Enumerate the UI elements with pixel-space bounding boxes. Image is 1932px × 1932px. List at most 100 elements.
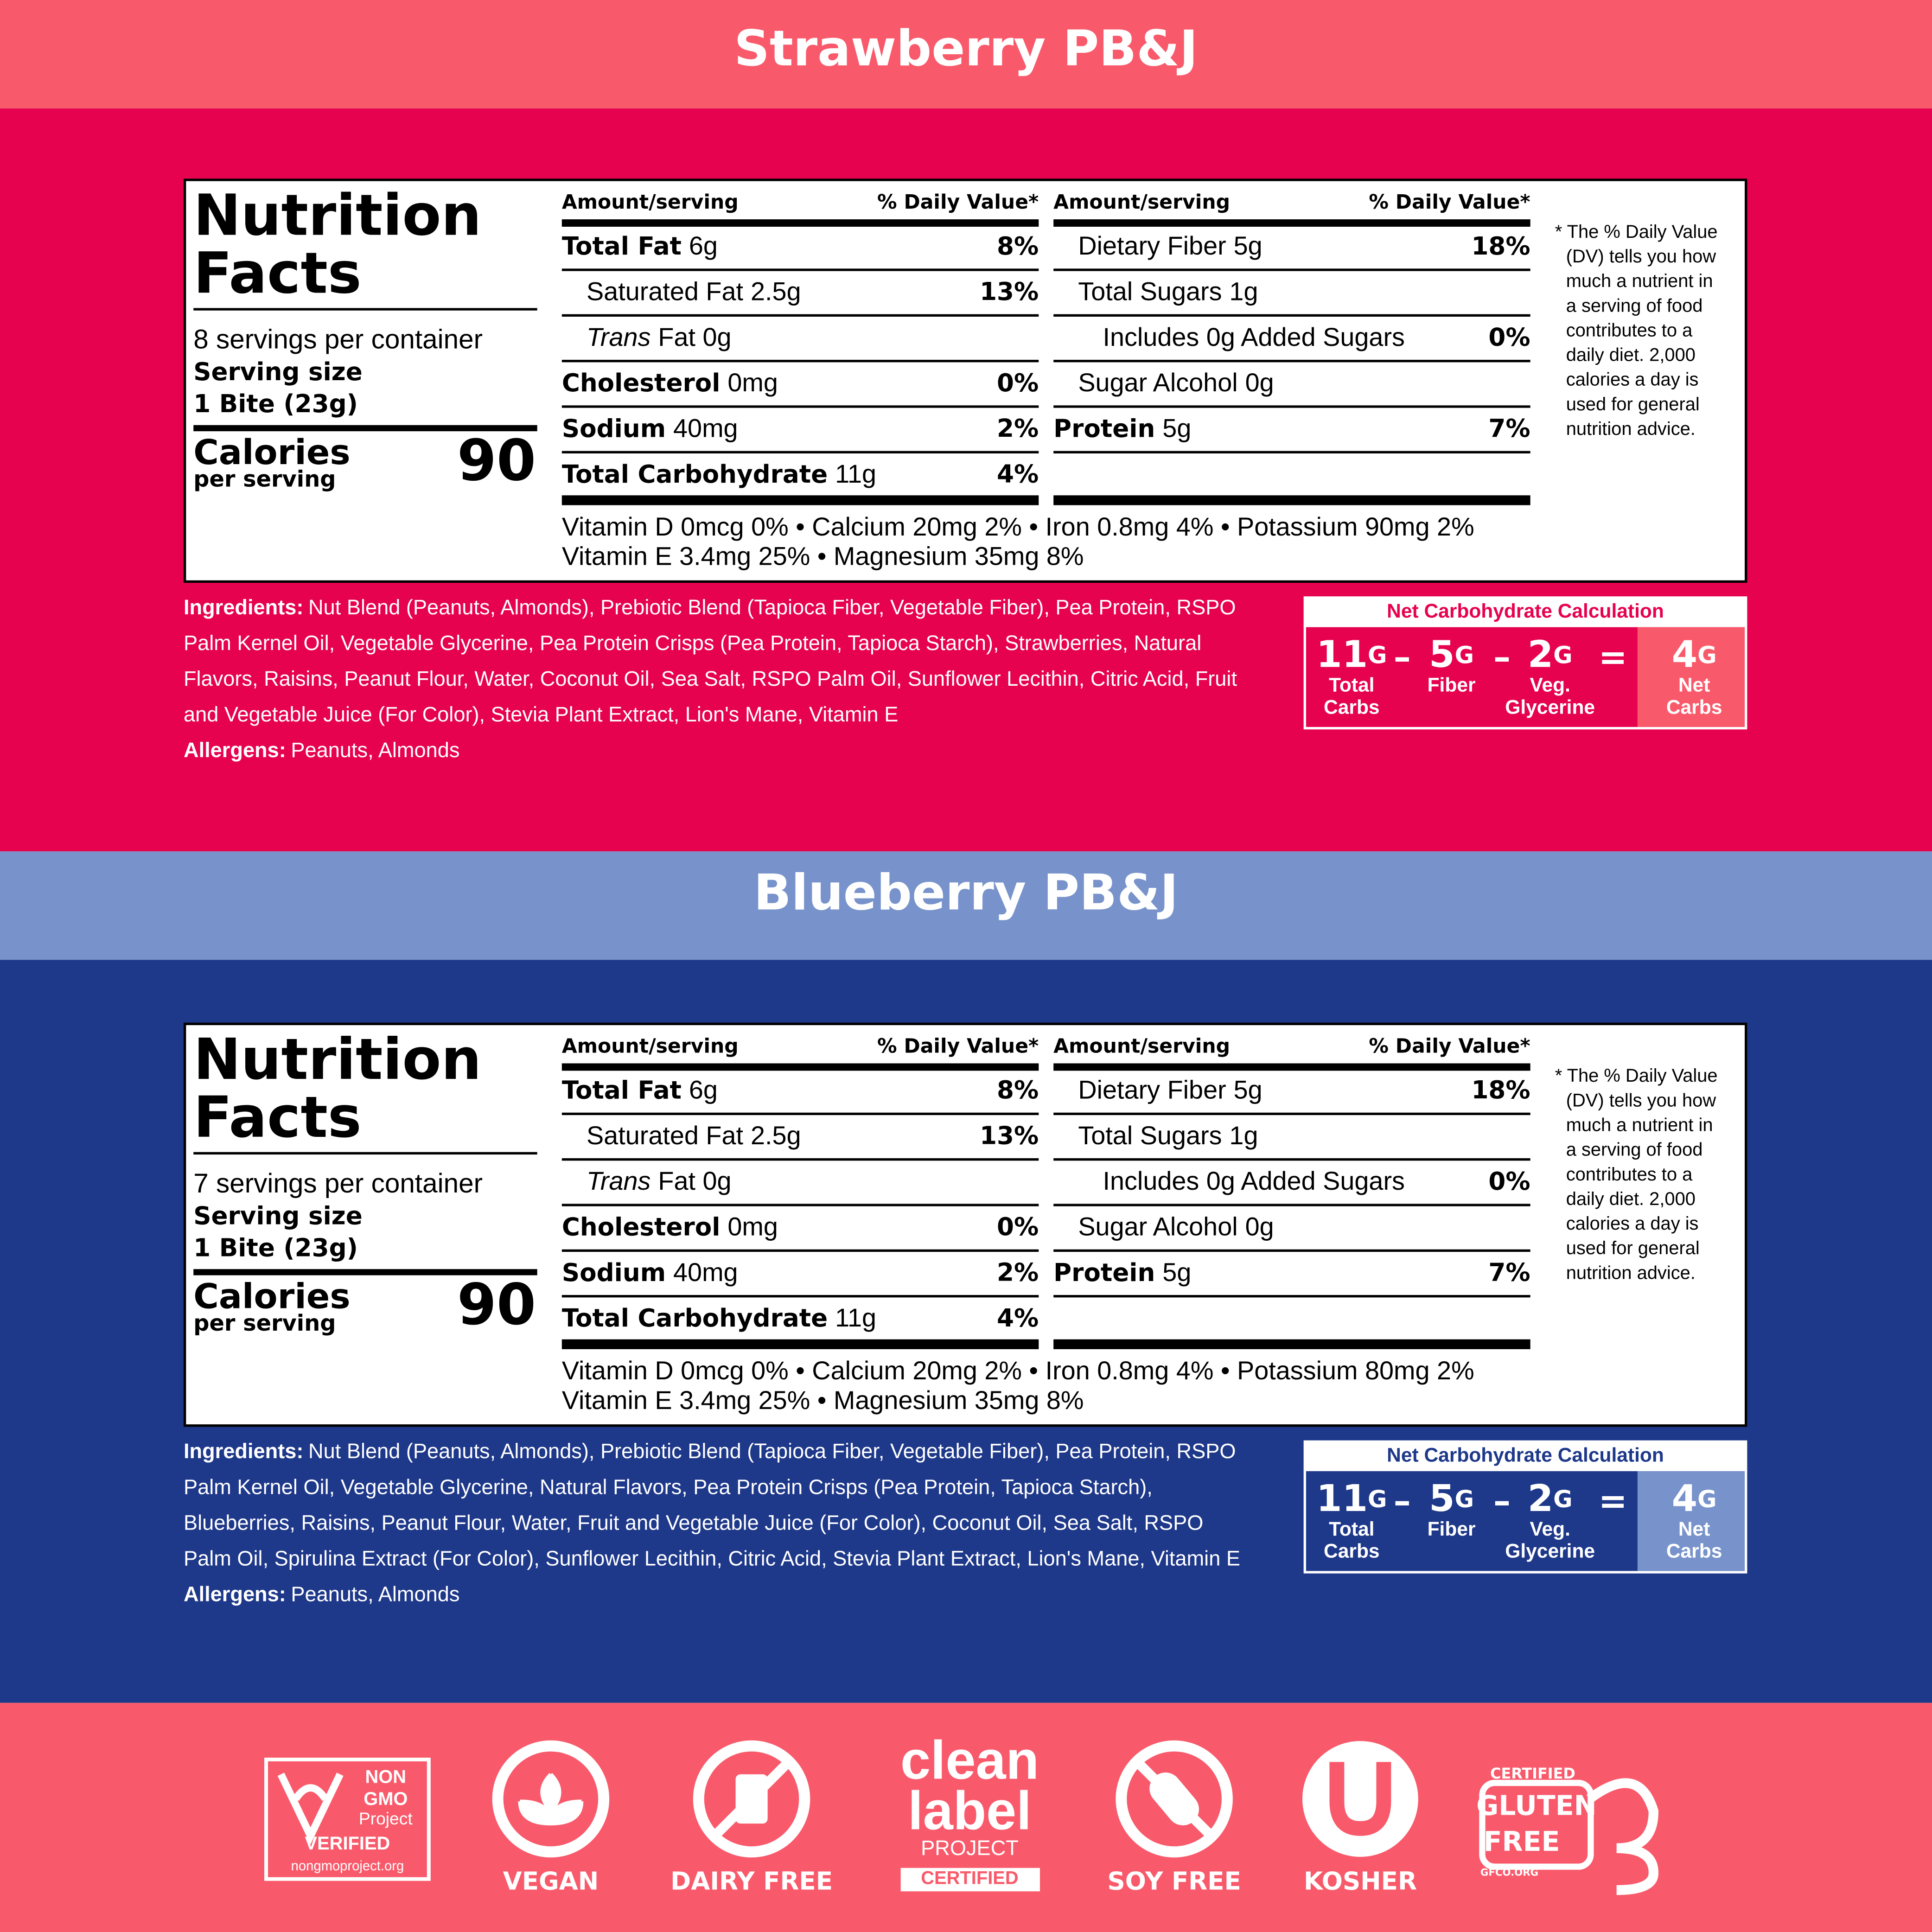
net-carb-value: 11G bbox=[1316, 1477, 1387, 1520]
net-carb-number: 11 bbox=[1316, 632, 1368, 676]
net-carb-number: 2 bbox=[1528, 1477, 1553, 1520]
nutrient-dv: 0% bbox=[1488, 323, 1530, 351]
nutrient-dv: 7% bbox=[1488, 1258, 1530, 1287]
rule-thick bbox=[1053, 1339, 1530, 1349]
nutrient-amount: 11g bbox=[835, 1303, 876, 1332]
non-gmo-icon bbox=[277, 1773, 344, 1845]
nutrient-name: Total Sugars bbox=[1078, 1121, 1222, 1150]
badge-label: VEGAN bbox=[503, 1867, 599, 1895]
nutrient-row: Sodium 40mg bbox=[562, 413, 738, 443]
net-carb-unit: G bbox=[1368, 1485, 1387, 1512]
footnote: daily diet. 2,000 bbox=[1566, 1189, 1696, 1209]
nutrient-dv: 13% bbox=[980, 277, 1039, 306]
rule bbox=[561, 268, 1039, 271]
nutrient-amount: 2.5g bbox=[751, 1121, 801, 1150]
net-carb-operator: – bbox=[1493, 637, 1511, 677]
rule-thick bbox=[561, 495, 1039, 505]
rule-thick bbox=[193, 425, 537, 432]
rule-thick bbox=[1053, 495, 1530, 505]
net-carb-value: 11G bbox=[1316, 632, 1387, 676]
nutrient-dv: 0% bbox=[997, 369, 1039, 397]
badge-label: KOSHER bbox=[1304, 1867, 1417, 1895]
nutrient-amount: 11g bbox=[835, 459, 876, 488]
nutrient-name: Cholesterol bbox=[562, 1212, 721, 1241]
gluten-free-text: FREE bbox=[1484, 1826, 1560, 1857]
non-gmo-text: NON bbox=[365, 1766, 407, 1787]
net-carb-operator: – bbox=[1394, 1481, 1411, 1521]
label-title: Nutrition bbox=[193, 183, 481, 249]
net-carb-number: 4 bbox=[1672, 632, 1697, 676]
footnote: used for general bbox=[1566, 394, 1700, 414]
ingredients: Flavors, Raisins, Peanut Flour, Water, C… bbox=[184, 667, 1237, 690]
vitamins: Vitamin E 3.4mg 25% • Magnesium 35mg 8% bbox=[562, 1385, 1084, 1415]
gluten-free-text: GLUTEN bbox=[1476, 1790, 1596, 1822]
net-carb-label: Carbs bbox=[1666, 1541, 1722, 1562]
soy-free-icon bbox=[1116, 1740, 1233, 1858]
ingredients-text: and Vegetable Juice (For Color), Stevia … bbox=[184, 702, 898, 726]
allergens: Allergens: Peanuts, Almonds bbox=[184, 1582, 459, 1606]
net-carb-operator: = bbox=[1599, 1481, 1627, 1521]
nutrient-amount: 40mg bbox=[673, 1257, 738, 1287]
nutrient-dv: 18% bbox=[1471, 232, 1530, 261]
allergens: Allergens: Peanuts, Almonds bbox=[184, 738, 459, 762]
net-carb-number: 5 bbox=[1429, 1477, 1454, 1520]
net-carb-label: Glycerine bbox=[1505, 696, 1595, 718]
footnote: calories a day is bbox=[1566, 370, 1699, 390]
footnote: used for general bbox=[1566, 1238, 1700, 1258]
nutrient-amount: 5g bbox=[1234, 1075, 1262, 1104]
label-title: Facts bbox=[193, 241, 361, 306]
nutrient-amount: 0g bbox=[1245, 368, 1274, 397]
servings: 7 servings per container bbox=[193, 1168, 483, 1199]
serving-size-label: Serving size bbox=[193, 1201, 363, 1230]
clean-label-text: PROJECT bbox=[921, 1836, 1019, 1860]
rule bbox=[561, 451, 1039, 453]
non-gmo-frame bbox=[264, 1757, 431, 1881]
serving-size-label: Serving size bbox=[193, 357, 363, 386]
nutrient-row: Sugar Alcohol 0g bbox=[1078, 368, 1274, 397]
footnote: (DV) tells you how bbox=[1566, 246, 1716, 267]
rule bbox=[1053, 451, 1530, 453]
section-header-band bbox=[0, 0, 1932, 108]
net-carb-number: 5 bbox=[1429, 632, 1454, 676]
nutrient-row: Total Carbohydrate 11g bbox=[562, 1303, 876, 1333]
column-header-dv: % Daily Value* bbox=[877, 1035, 1039, 1058]
nutrient-row: Protein 5g bbox=[1053, 1257, 1191, 1287]
footnote: calories a day is bbox=[1566, 1213, 1699, 1234]
rule bbox=[1053, 405, 1530, 408]
nutrient-dv: 0% bbox=[1488, 1167, 1530, 1196]
column-header-dv: % Daily Value* bbox=[1369, 1035, 1530, 1058]
net-carb-title-bar bbox=[1303, 1440, 1747, 1470]
gluten-frame bbox=[1479, 1779, 1594, 1870]
rule bbox=[561, 359, 1039, 363]
vegan-icon bbox=[492, 1740, 610, 1858]
badge-label: DAIRY FREE bbox=[670, 1867, 833, 1895]
footnote: nutrition advice. bbox=[1566, 1262, 1696, 1283]
nutrient-name: Protein bbox=[1053, 1258, 1155, 1287]
ingredients-label: Ingredients: bbox=[184, 1439, 303, 1463]
nutrient-row: Total Sugars 1g bbox=[1078, 276, 1258, 306]
net-carb-label: Total bbox=[1329, 1518, 1374, 1540]
serving-size: 1 Bite (23g) bbox=[193, 1233, 358, 1262]
non-gmo-text: GMO bbox=[363, 1789, 408, 1809]
nutrient-dv: 13% bbox=[980, 1122, 1039, 1150]
rule-thick bbox=[561, 1063, 1039, 1071]
net-carb-label: Net bbox=[1678, 674, 1710, 696]
nutrient-dv: 2% bbox=[997, 1258, 1039, 1287]
vitamins: Vitamin E 3.4mg 25% • Magnesium 35mg 8% bbox=[562, 542, 1084, 571]
clean-label-certified-bar bbox=[900, 1868, 1040, 1892]
nutrient-row: Cholesterol 0mg bbox=[562, 368, 778, 397]
ingredients-text: Blueberries, Raisins, Peanut Flour, Wate… bbox=[184, 1511, 1203, 1534]
nutrient-amount: 2.5g bbox=[751, 276, 801, 306]
nutrient-amount: 1g bbox=[1229, 1121, 1258, 1150]
nutrient-amount: 0mg bbox=[727, 368, 778, 397]
rule-thick bbox=[193, 1269, 537, 1275]
net-carb-value: 4G bbox=[1672, 1477, 1717, 1520]
rule bbox=[1053, 1249, 1530, 1252]
net-carb-label: Glycerine bbox=[1505, 1541, 1595, 1562]
nutrient-dv: 18% bbox=[1471, 1076, 1530, 1104]
ingredients-text: Flavors, Raisins, Peanut Flour, Water, C… bbox=[184, 667, 1237, 690]
nutrient-row: Saturated Fat 2.5g bbox=[587, 1121, 801, 1150]
column-header-amount: Amount/serving bbox=[1053, 191, 1230, 214]
